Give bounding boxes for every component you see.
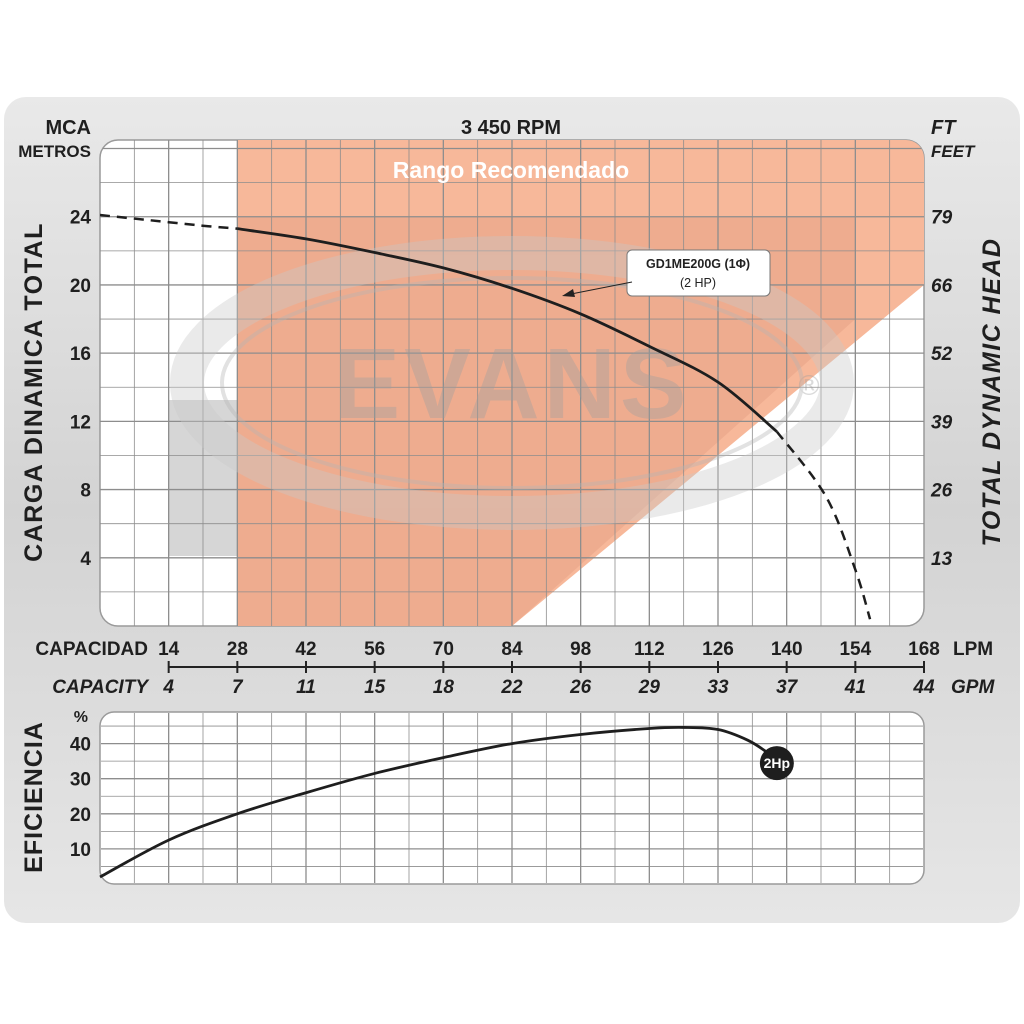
x-axis-title-en: CAPACITY [52,677,150,698]
head-curve-group [100,213,872,620]
x-tick-gpm: 33 [707,677,729,698]
x-tick-lpm: 140 [771,639,803,660]
evans-watermark: EVANS ® [170,236,854,530]
x-unit-lpm: LPM [953,639,993,660]
head-curve-dashed-left [100,213,238,230]
y-tick-right: 66 [931,276,953,297]
x-tick-lpm: 14 [158,639,180,660]
efficiency-unit: % [74,709,88,726]
recommended-range-label: Rango Recomendado [393,157,629,183]
x-tick-lpm: 28 [227,639,248,660]
y-tick-right: 26 [930,481,953,502]
efficiency-grid [101,713,923,883]
x-tick-lpm: 168 [908,639,940,660]
x-tick-gpm: 15 [364,677,386,698]
y-tick-left: 20 [70,276,91,297]
y-tick-left: 4 [80,549,91,570]
x-tick-lpm: 112 [634,639,665,660]
x-tick-gpm: 44 [912,677,935,698]
x-tick-lpm: 70 [433,639,454,660]
curve-label-pointer [565,281,633,296]
y-tick-left: 8 [80,481,91,502]
x-unit-gpm: GPM [951,677,995,698]
eff-y-tick: 20 [70,805,91,826]
y-tick-right: 79 [931,208,953,229]
chart-title: 3 450 RPM [461,117,561,139]
efficiency-curve-label: 2Hp [764,755,790,771]
x-tick-gpm: 18 [433,677,455,698]
efficiency-curve-group: 2Hp [99,725,794,879]
x-tick-gpm: 4 [162,677,174,698]
head-curve-solid [237,227,778,433]
x-tick-lpm: 42 [295,639,316,660]
y-tick-right: 13 [931,549,953,570]
x-tick-gpm: 41 [844,677,866,698]
x-tick-lpm: 84 [501,639,523,660]
y-tick-right: 52 [931,344,953,365]
x-tick-gpm: 22 [500,677,523,698]
x-tick-lpm: 98 [570,639,591,660]
head-curve-dashed-right [775,430,872,620]
eff-y-tick: 40 [70,735,91,756]
capacity-ticks: 14 4 28 7 42 11 56 15 70 18 84 22 98 26 112 29 126 33 140 3… [158,639,940,698]
y-axis-title-left: CARGA DINAMICA TOTAL [20,222,48,562]
x-tick-lpm: 154 [839,639,871,660]
y-unit-left-2: METROS [18,142,91,161]
eff-y-tick: 10 [70,840,91,861]
y-tick-left: 16 [70,344,91,365]
y-tick-left: 12 [70,412,91,433]
efficiency-axis-title: EFICIENCIA [20,721,48,873]
curve-label-box [626,249,771,297]
x-tick-gpm: 26 [569,677,592,698]
x-axis-title-es: CAPACIDAD [35,639,148,660]
head-y-ticks: 4 13 8 26 12 39 16 52 20 66 24 79 [70,208,953,570]
y-unit-left-1: MCA [45,117,91,139]
x-tick-gpm: 7 [232,677,244,698]
efficiency-y-ticks: 10 20 30 40 [70,735,91,861]
efficiency-curve-badge [759,746,794,781]
y-tick-right: 39 [931,412,953,433]
y-unit-right-2: FEET [931,142,976,161]
y-axis-title-right: TOTAL DYNAMIC HEAD [978,238,1006,547]
head-grid [100,140,924,626]
y-tick-left: 24 [70,208,92,229]
gray-zone-left [169,400,238,556]
x-tick-gpm: 11 [296,677,316,698]
watermark-text: EVANS [333,328,690,440]
curve-label-hp: (2 HP) [680,276,716,290]
eff-y-tick: 30 [70,770,91,791]
x-tick-gpm: 29 [638,677,661,698]
efficiency-curve [99,725,778,879]
y-unit-right-1: FT [931,117,957,139]
x-tick-lpm: 126 [702,639,734,660]
x-tick-gpm: 37 [776,677,799,698]
registered-icon: ® [795,369,823,402]
x-tick-lpm: 56 [364,639,385,660]
curve-label-model: GD1ME200G (1Φ) [646,257,750,271]
curve-label-arrowhead [562,289,575,297]
